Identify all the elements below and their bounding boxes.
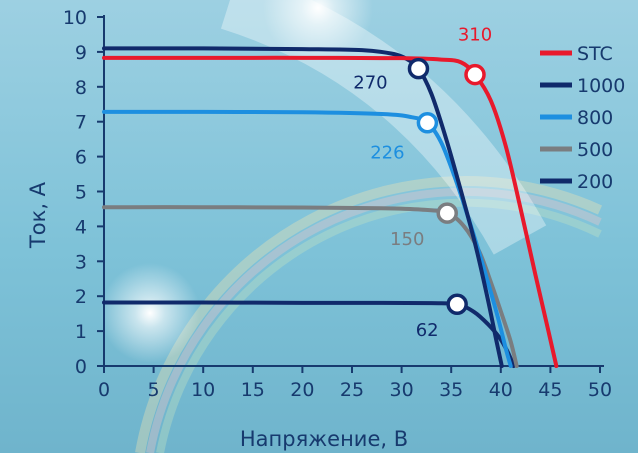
y-tick-label: 1 bbox=[75, 321, 87, 343]
x-tick-label: 40 bbox=[489, 379, 513, 401]
mpp-point-500 bbox=[436, 202, 458, 224]
y-tick-label: 9 bbox=[75, 42, 87, 64]
series-line-800 bbox=[102, 109, 513, 368]
mpp-label-1000: 270 bbox=[353, 73, 387, 94]
legend: STC 1000 800 500 200 bbox=[540, 43, 625, 193]
y-tick-label: 10 bbox=[63, 7, 87, 29]
x-tick-label: 35 bbox=[439, 379, 463, 401]
y-tick-label: 6 bbox=[75, 147, 87, 169]
mpp-label-800: 226 bbox=[370, 143, 404, 164]
mpp-point-1000 bbox=[407, 57, 430, 80]
mpp-point-800 bbox=[416, 111, 439, 134]
y-tick-label: 0 bbox=[75, 356, 87, 378]
y-tick-label: 4 bbox=[75, 216, 87, 238]
legend-label-500: 500 bbox=[577, 139, 613, 161]
mpp-label-stc: 310 bbox=[458, 25, 492, 46]
x-tick-label: 20 bbox=[290, 379, 314, 401]
legend-label-800: 800 bbox=[577, 107, 613, 129]
y-tick-label: 3 bbox=[75, 251, 87, 273]
mpp-markers: 62 150 226 270 310 bbox=[353, 25, 492, 342]
legend-label-200: 200 bbox=[577, 171, 613, 193]
x-tick-label: 30 bbox=[390, 379, 414, 401]
mpp-point-200 bbox=[446, 293, 468, 315]
y-tick-label: 5 bbox=[75, 182, 87, 204]
legend-label-1000: 1000 bbox=[577, 75, 625, 97]
y-tick-label: 7 bbox=[75, 112, 87, 134]
mpp-label-200: 62 bbox=[416, 320, 439, 341]
x-tick-label: 0 bbox=[98, 379, 110, 401]
mpp-label-500: 150 bbox=[390, 229, 424, 250]
y-tick-label: 8 bbox=[75, 77, 87, 99]
mpp-point-stc bbox=[464, 63, 486, 86]
x-tick-label: 25 bbox=[340, 379, 364, 401]
x-tick-label: 15 bbox=[241, 379, 265, 401]
legend-label-stc: STC bbox=[577, 43, 613, 65]
y-tick-label: 2 bbox=[75, 286, 87, 308]
x-tick-label: 45 bbox=[538, 379, 562, 401]
x-axis-title: Напряжение, В bbox=[240, 427, 408, 451]
sun-flare-bottom-left bbox=[100, 263, 200, 363]
x-tick-label: 10 bbox=[191, 379, 215, 401]
y-axis-title: Ток, А bbox=[26, 181, 50, 249]
x-tick-label: 5 bbox=[148, 379, 160, 401]
x-tick-label: 50 bbox=[588, 379, 612, 401]
